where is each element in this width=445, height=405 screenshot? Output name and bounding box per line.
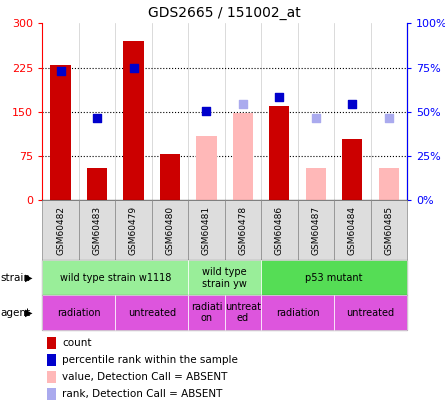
Text: GSM60481: GSM60481	[202, 206, 211, 255]
Text: untreated: untreated	[128, 308, 176, 318]
Point	[276, 94, 283, 100]
Point	[130, 64, 137, 71]
Text: GSM60483: GSM60483	[93, 206, 101, 255]
Text: GSM60485: GSM60485	[384, 206, 393, 255]
Bar	[123, 41, 144, 200]
Text: rank, Detection Call = ABSENT: rank, Detection Call = ABSENT	[62, 389, 222, 399]
Bar	[50, 65, 71, 200]
Text: percentile rank within the sample: percentile rank within the sample	[62, 355, 238, 364]
Text: strain: strain	[0, 273, 30, 283]
Text: GSM60482: GSM60482	[56, 206, 65, 255]
Text: p53 mutant: p53 mutant	[305, 273, 363, 283]
Text: GSM60484: GSM60484	[348, 206, 357, 255]
Text: GSM60479: GSM60479	[129, 206, 138, 255]
Bar	[306, 168, 326, 200]
Bar	[269, 106, 290, 200]
Point	[203, 108, 210, 114]
Text: GSM60487: GSM60487	[312, 206, 320, 255]
Text: radiation: radiation	[57, 308, 101, 318]
Text: radiation: radiation	[276, 308, 320, 318]
Text: ▶: ▶	[25, 273, 32, 283]
Text: agent: agent	[0, 308, 30, 318]
Text: untreat
ed: untreat ed	[225, 302, 261, 324]
Point	[239, 101, 247, 108]
Point	[57, 68, 64, 74]
Text: GSM60478: GSM60478	[239, 206, 247, 255]
Text: GSM60486: GSM60486	[275, 206, 284, 255]
Point	[93, 115, 101, 121]
Text: ▶: ▶	[25, 308, 32, 318]
Bar	[342, 139, 363, 200]
Bar	[379, 168, 399, 200]
Text: radiati
on: radiati on	[191, 302, 222, 324]
Bar	[160, 154, 180, 200]
Text: untreated: untreated	[347, 308, 395, 318]
Text: count: count	[62, 338, 92, 347]
Point	[312, 115, 320, 121]
Text: value, Detection Call = ABSENT: value, Detection Call = ABSENT	[62, 372, 228, 382]
Bar	[233, 113, 253, 200]
Point	[385, 115, 392, 121]
Text: wild type
strain yw: wild type strain yw	[202, 267, 247, 289]
Bar	[87, 168, 107, 200]
Point	[349, 101, 356, 108]
Text: wild type strain w1118: wild type strain w1118	[60, 273, 171, 283]
Text: GSM60480: GSM60480	[166, 206, 174, 255]
Title: GDS2665 / 151002_at: GDS2665 / 151002_at	[148, 6, 301, 20]
Bar	[196, 136, 217, 200]
